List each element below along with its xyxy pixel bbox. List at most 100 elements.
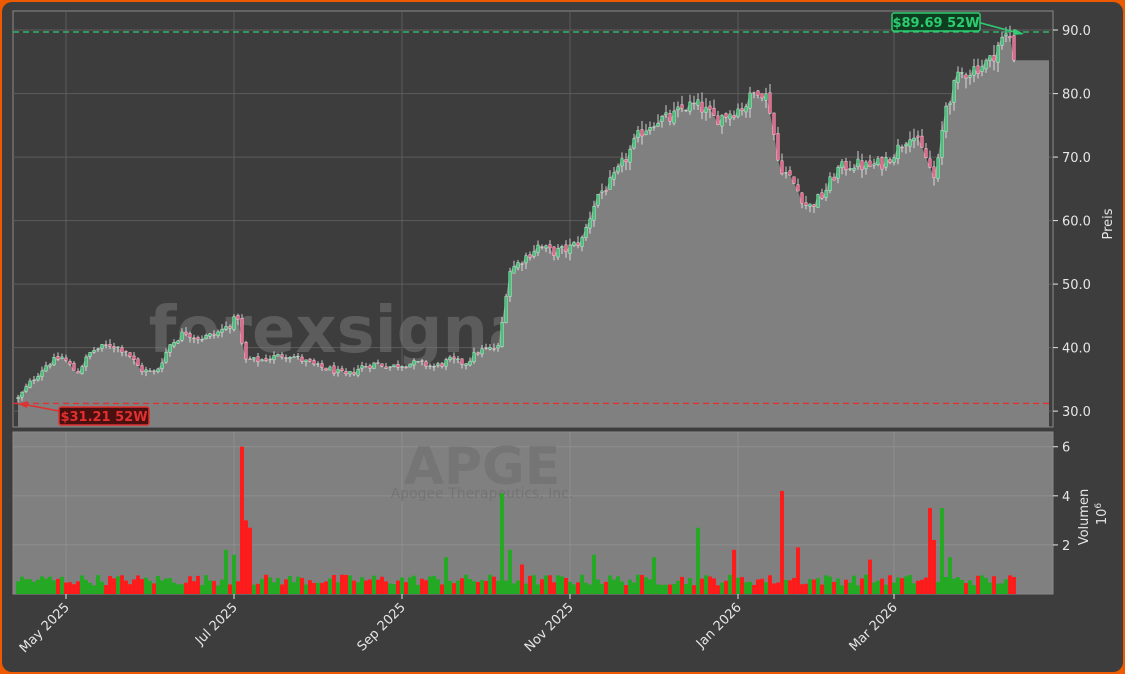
volume-bar xyxy=(240,446,244,594)
volume-bar xyxy=(736,577,740,594)
volume-bar xyxy=(552,582,556,594)
candle-body xyxy=(72,362,76,371)
candle-body xyxy=(44,365,48,372)
candle xyxy=(424,360,428,370)
volume-bar xyxy=(624,585,628,594)
volume-bar xyxy=(284,579,288,594)
candle-body xyxy=(924,148,928,159)
candle-body xyxy=(948,102,952,105)
volume-bar xyxy=(944,576,948,594)
candle-body xyxy=(600,190,604,193)
candle xyxy=(436,361,440,368)
candle xyxy=(48,363,52,369)
volume-bar xyxy=(528,575,532,594)
candle-body xyxy=(868,160,872,167)
candle-body xyxy=(208,333,212,337)
candle xyxy=(384,362,388,369)
candle-body xyxy=(992,55,996,62)
candle xyxy=(344,368,348,377)
date-tick-label: Mar 2026 xyxy=(847,600,901,654)
volume-bar xyxy=(664,584,668,594)
volume-bar xyxy=(176,584,180,594)
candle-body xyxy=(128,352,132,357)
volume-bar xyxy=(348,575,352,594)
candle-body xyxy=(784,172,788,174)
volume-bar xyxy=(888,575,892,594)
candle xyxy=(484,343,488,350)
candle-body xyxy=(672,110,676,124)
candle xyxy=(56,352,60,361)
candle-body xyxy=(916,135,920,138)
candle xyxy=(512,260,516,274)
volume-bar xyxy=(392,584,396,594)
candle xyxy=(100,344,104,352)
candle xyxy=(956,66,960,90)
candle-body xyxy=(540,246,544,248)
candle xyxy=(60,353,64,360)
candle xyxy=(232,314,236,332)
candle-body xyxy=(584,226,588,239)
candle-body xyxy=(588,218,592,229)
candle xyxy=(840,159,844,175)
candle-body xyxy=(644,130,648,135)
candle-body xyxy=(628,148,632,163)
candle-body xyxy=(792,176,796,184)
candle xyxy=(812,203,816,213)
candle-body xyxy=(980,66,984,72)
volume-bar xyxy=(44,578,48,594)
volume-bar xyxy=(424,580,428,594)
price-tick-label: 90.0 xyxy=(1062,24,1091,39)
candle xyxy=(920,128,924,148)
candle xyxy=(728,110,732,126)
volume-bar xyxy=(780,490,784,594)
candle-body xyxy=(548,244,552,249)
candle xyxy=(520,261,524,271)
candle-body xyxy=(244,342,248,360)
candle-body xyxy=(228,326,232,329)
candle-body xyxy=(996,45,1000,63)
candle-body xyxy=(160,362,164,370)
candle-body xyxy=(356,369,360,376)
candle xyxy=(184,327,188,337)
volume-bar xyxy=(548,575,552,594)
candle-body xyxy=(476,352,480,355)
candle xyxy=(792,176,796,185)
candle-body xyxy=(576,242,580,246)
candle xyxy=(372,362,376,370)
price-tick-label: 40.0 xyxy=(1062,342,1091,357)
candle xyxy=(624,153,628,171)
candle xyxy=(212,330,216,339)
volume-bar xyxy=(612,579,616,594)
volume-bar xyxy=(740,577,744,594)
candle-body xyxy=(828,176,832,191)
candle xyxy=(300,354,304,365)
candle-body xyxy=(508,271,512,297)
volume-bar xyxy=(916,580,920,594)
candle xyxy=(584,223,588,241)
volume-bar xyxy=(380,576,384,594)
candle-body xyxy=(20,391,24,398)
volume-bar xyxy=(252,584,256,594)
candle-body xyxy=(320,363,324,368)
volume-bar xyxy=(132,579,136,594)
candle xyxy=(716,111,720,126)
price-tick-label: 30.0 xyxy=(1062,405,1091,420)
candle xyxy=(536,240,540,257)
candle-body xyxy=(896,144,900,160)
candle-body xyxy=(460,358,464,365)
candle xyxy=(992,45,996,71)
candle xyxy=(36,372,40,382)
candle-body xyxy=(624,159,628,162)
volume-bar xyxy=(480,580,484,594)
candle xyxy=(740,102,744,116)
candle-body xyxy=(564,244,568,252)
candle-body xyxy=(132,355,136,360)
candle xyxy=(216,329,220,339)
candle-body xyxy=(288,357,292,359)
candle-body xyxy=(904,143,908,147)
candle xyxy=(472,347,476,364)
candle-body xyxy=(936,157,940,179)
volume-bar xyxy=(956,577,960,594)
candle-body xyxy=(972,66,976,76)
candle xyxy=(996,41,1000,73)
